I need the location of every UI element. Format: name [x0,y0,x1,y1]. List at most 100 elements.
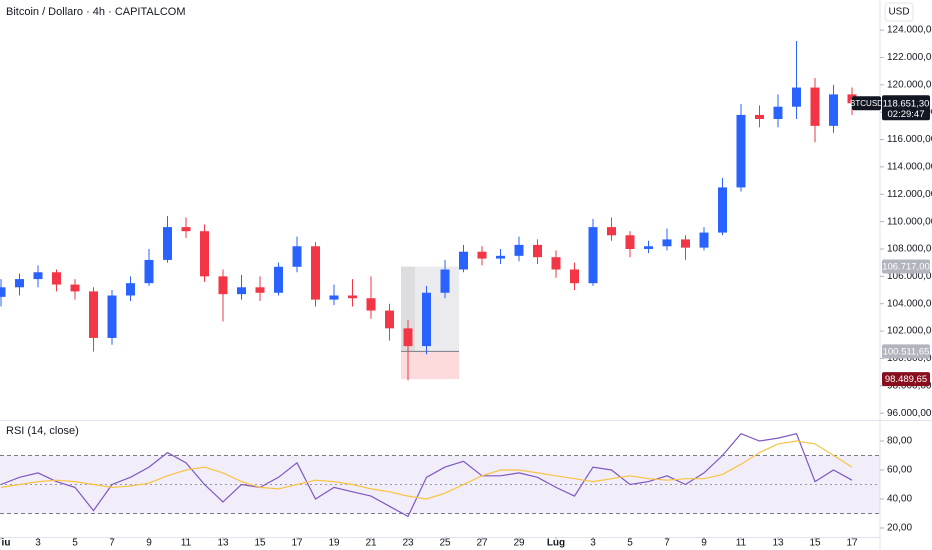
y-tick-label: 112.000,00 [887,189,932,200]
candle-body [52,272,61,285]
x-tick-label: 23 [402,538,414,549]
candle-body [644,246,653,249]
price-badge-label: 106.717,00 [882,262,930,273]
candle-body [237,287,246,295]
candle-body [255,287,265,293]
x-tick-label: 9 [701,538,707,549]
x-tick-label: 17 [291,538,303,549]
candle-body [385,310,394,329]
x-tick-label: 27 [476,538,488,549]
candle-body [144,259,154,284]
candle-body [70,284,80,292]
candle-body [514,244,524,256]
candle-body [15,279,24,288]
y-tick-label: 80,00 [887,436,912,447]
candle-body [533,244,542,258]
candle-body [662,239,672,247]
x-tick-label: 15 [809,538,821,549]
y-tick-label: 102.000,00 [887,326,932,337]
price-badge-label: 98.489,65 [885,374,927,385]
price-badge [882,372,930,387]
currency[interactable]: USD [888,7,909,18]
candle-body [329,295,339,300]
x-tick-label: 3 [35,538,41,549]
candle-body [810,87,820,126]
rsi-pane [0,432,880,518]
x-tick-label: 5 [627,538,633,549]
candle-body [829,94,838,126]
candle-body [181,227,191,232]
y-tick-label: 20,00 [887,523,912,534]
y-tick-label: 96.000,00 [887,408,932,419]
candle-body [792,87,801,107]
price-badge-label: 100.511,65 [883,346,930,357]
candle-body [681,239,690,248]
x-tick-label: 7 [664,538,670,549]
y-tick-label: 106.000,00 [887,271,932,282]
candle-body [89,291,98,338]
x-tick-label: Lug [547,538,565,549]
price-pane [0,41,857,381]
candle-body [33,272,43,280]
candle-body [607,227,616,236]
y-tick-label: 116.000,00 [887,134,932,145]
y-tick-label: 100.000,00 [887,353,932,364]
candle-body [274,266,283,293]
candle-body [459,251,468,270]
candle-body [773,106,783,120]
price-badge [882,344,930,359]
rsi-ma-line [0,440,853,500]
candle-body [718,187,727,233]
symbol-label: BTCUSD [850,99,883,108]
candle-body [755,114,764,120]
x-tick-label: 21 [365,538,377,549]
x-tick-label: 11 [736,538,747,549]
candle-body [736,114,746,188]
stop-zone [401,351,459,380]
candle-body [218,276,228,295]
candle-body [107,295,117,338]
axes: 96.000,0098.000,00100.000,00102.000,0010… [0,25,932,549]
candle-body [699,232,709,248]
candle-body [496,255,505,259]
candle-body [440,269,450,293]
candle-body [570,269,579,284]
candle-body [311,246,320,300]
rsi-title: RSI (14, close) [6,425,79,437]
candle-body [625,235,635,249]
countdown: 02:29:47 [888,109,925,120]
x-tick-label: 7 [109,538,115,549]
x-tick-label: 29 [513,538,525,549]
candle-body [292,246,302,267]
rsi-line [0,432,853,518]
candle-body [0,287,6,297]
x-tick-label: 9 [146,538,152,549]
candle-body [366,298,376,311]
candle-body [126,283,135,296]
y-tick-label: 110.000,00 [887,216,932,227]
y-tick-label: 60,00 [887,465,912,476]
symbol-badge [852,96,881,111]
x-tick-label: 15 [254,538,266,549]
candle-body [200,231,209,277]
x-tick-label: 11 [181,538,192,549]
candle-body [163,227,172,260]
y-tick-label: 114.000,00 [887,162,932,173]
candle-body [588,227,598,284]
x-tick-label: 17 [846,538,858,549]
price-badge [882,259,930,274]
x-tick-label: 13 [772,538,784,549]
y-tick-label: 108.000,00 [887,244,932,255]
candle-body [403,328,413,347]
currency-button[interactable] [884,2,914,22]
candle-body [551,257,561,270]
chart-title: Bitcoin / Dollaro · 4h · CAPITALCOM [6,6,186,18]
candle-body [422,292,431,347]
last-price-badge [882,95,930,121]
x-tick-label: 3 [590,538,596,549]
x-tick-label: 13 [217,538,229,549]
x-tick-label: 25 [439,538,451,549]
y-tick-label: 40,00 [887,494,912,505]
